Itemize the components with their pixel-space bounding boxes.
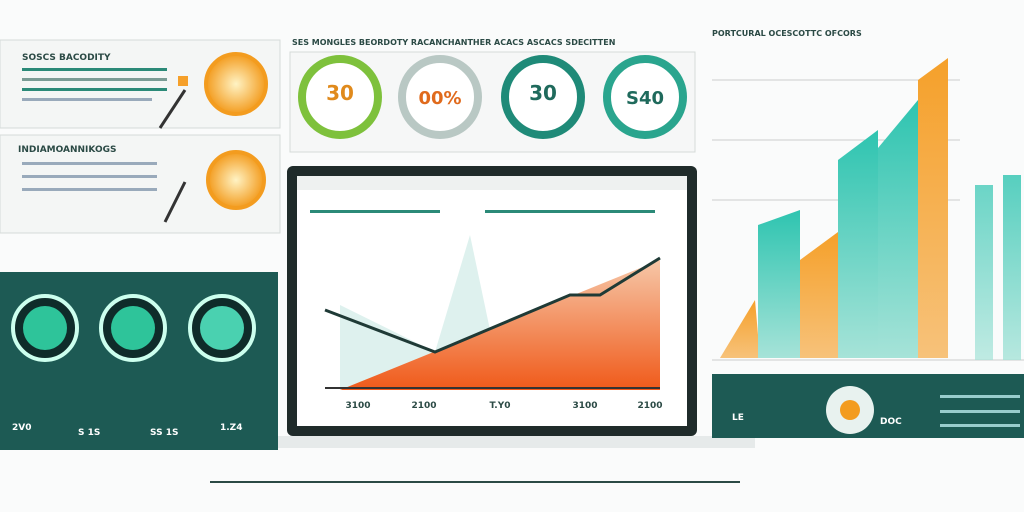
label: LE [732, 413, 744, 423]
x-tick-label: 3100 [572, 401, 597, 411]
bottom-left-panel: 2V0 S 1S SS 1S 1.Z4 [0, 272, 278, 450]
gauge-value: S40 [626, 88, 664, 109]
label: S 1S [78, 428, 100, 438]
laptop: 3100 2100 T.Y0 3100 2100 [210, 166, 755, 483]
x-tick-label: 3100 [345, 401, 370, 411]
gauge-value: 30 [326, 81, 354, 105]
gauge-value: 00% [418, 88, 461, 109]
label: 1.Z4 [220, 423, 242, 433]
x-tick-label: 2100 [411, 401, 436, 411]
label: SS 1S [150, 428, 178, 438]
gauges: 30 00% 30 S40 [298, 55, 687, 139]
gauge-value: 30 [529, 81, 557, 105]
header-title: SES MONGLES BEORDOTY RACANCHANTHER ACACS… [292, 38, 615, 47]
x-tick-label: T.Y0 [490, 401, 511, 411]
right-panel: PORTCURAL OCESCOTTC OFCORS [712, 29, 1024, 361]
bottom-right-panel: LE DOC [712, 374, 1024, 438]
top-left-panel: SOSCS BACODITY INDIAMOANNIKOGS [0, 39, 281, 234]
panel-title: SOSCS BACODITY [22, 53, 111, 63]
label: DOC [880, 417, 902, 427]
x-tick-label: 2100 [637, 401, 662, 411]
panel-title: PORTCURAL OCESCOTTC OFCORS [712, 29, 862, 38]
panel-title: INDIAMOANNIKOGS [18, 145, 117, 155]
label: 2V0 [12, 423, 32, 433]
